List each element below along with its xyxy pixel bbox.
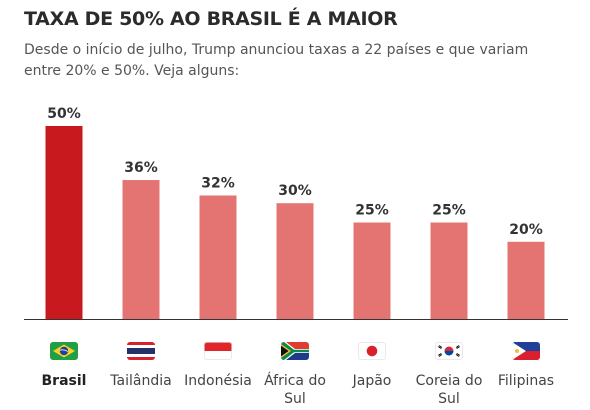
category-label-2: Tailândia (110, 373, 172, 389)
category-label-1: Brasil (41, 373, 87, 389)
bar-3 (199, 195, 237, 319)
bar-6 (430, 222, 468, 319)
data-label-3: 32% (201, 175, 235, 191)
category-label-4: África do Sul (264, 373, 326, 407)
bar-7 (507, 241, 545, 319)
data-label-6: 25% (432, 203, 466, 219)
data-label-4: 30% (278, 183, 312, 199)
philippines-flag-icon (511, 336, 541, 366)
bar-5 (353, 222, 391, 319)
bar-2 (122, 180, 160, 319)
thailand-flag-icon (126, 336, 156, 366)
brazil-flag-icon (49, 336, 79, 366)
data-label-2: 36% (124, 160, 158, 176)
data-label-7: 20% (509, 222, 543, 238)
japan-flag-icon (357, 336, 387, 366)
bar-1 (45, 126, 83, 319)
data-label-5: 25% (355, 203, 389, 219)
category-label-6: Coreia do Sul (415, 373, 483, 407)
south-africa-flag-icon (280, 336, 310, 366)
south-korea-flag-icon (434, 336, 464, 366)
bar-4 (276, 203, 314, 319)
chart-title: TAXA DE 50% AO BRASIL É A MAIOR (24, 8, 398, 30)
category-label-7: Filipinas (497, 373, 555, 389)
indonesia-flag-icon (203, 336, 233, 366)
chart-subtitle: Desde o início de julho, Trump anunciou … (24, 42, 529, 79)
category-label-5: Japão (352, 373, 392, 389)
category-label-3: Indonésia (184, 373, 252, 389)
data-label-1: 50% (47, 106, 81, 122)
